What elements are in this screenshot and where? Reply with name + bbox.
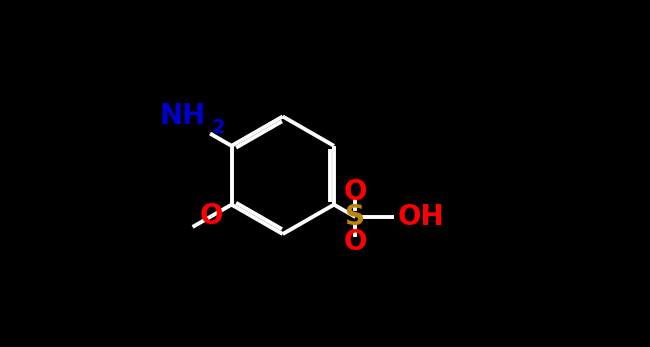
Text: O: O [344,178,367,206]
Text: O: O [344,228,367,256]
Text: OH: OH [398,203,445,231]
Text: S: S [345,203,365,231]
Text: NH: NH [160,102,206,130]
Text: O: O [200,202,223,230]
Text: 2: 2 [212,118,225,137]
